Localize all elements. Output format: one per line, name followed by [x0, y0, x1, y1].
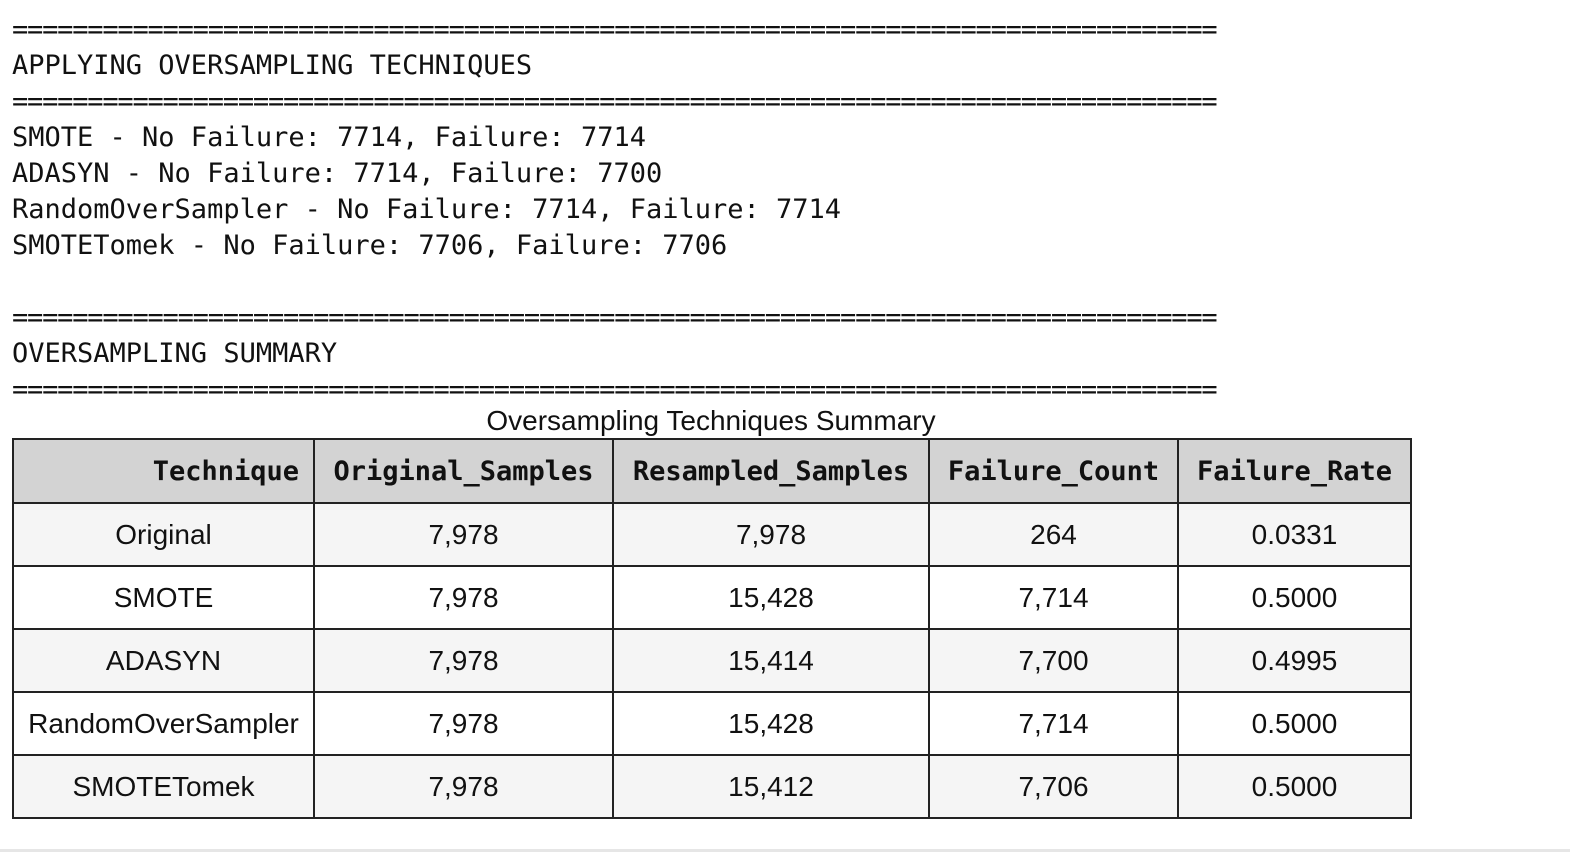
cell-failure-count: 7,706 [928, 754, 1179, 819]
cell-resampled-samples: 15,428 [612, 691, 930, 756]
cell-technique: Original [12, 502, 315, 567]
separator-line: ========================================… [12, 374, 1218, 405]
cell-resampled-samples: 15,412 [612, 754, 930, 819]
column-header-original-samples: Original_Samples [313, 438, 614, 504]
log-line-smotetomek: SMOTETomek - No Failure: 7706, Failure: … [12, 230, 728, 261]
log-line-adasyn: ADASYN - No Failure: 7714, Failure: 7700 [12, 158, 663, 189]
cell-original-samples: 7,978 [313, 754, 614, 819]
cell-original-samples: 7,978 [313, 628, 614, 693]
cell-failure-count: 264 [928, 502, 1179, 567]
output-bottom-divider [0, 849, 1570, 852]
table-row: SMOTETomek 7,978 15,412 7,706 0.5000 [12, 754, 1412, 819]
console-output: ========================================… [12, 12, 1562, 408]
cell-original-samples: 7,978 [313, 565, 614, 630]
table-row: Original 7,978 7,978 264 0.0331 [12, 502, 1412, 567]
section-title-applying: APPLYING OVERSAMPLING TECHNIQUES [12, 50, 533, 81]
column-header-technique: Technique [12, 438, 315, 504]
separator-line: ========================================… [12, 302, 1218, 333]
cell-original-samples: 7,978 [313, 691, 614, 756]
cell-resampled-samples: 15,428 [612, 565, 930, 630]
summary-table-container: Oversampling Techniques Summary Techniqu… [12, 404, 1412, 819]
cell-failure-rate: 0.5000 [1177, 754, 1412, 819]
column-header-resampled-samples: Resampled_Samples [612, 438, 930, 504]
cell-failure-count: 7,714 [928, 691, 1179, 756]
log-line-smote: SMOTE - No Failure: 7714, Failure: 7714 [12, 122, 646, 153]
cell-failure-rate: 0.4995 [1177, 628, 1412, 693]
table-row: SMOTE 7,978 15,428 7,714 0.5000 [12, 565, 1412, 630]
section-title-summary: OVERSAMPLING SUMMARY [12, 338, 338, 369]
cell-resampled-samples: 15,414 [612, 628, 930, 693]
separator-line: ========================================… [12, 86, 1218, 117]
cell-failure-rate: 0.5000 [1177, 565, 1412, 630]
blank-line [12, 264, 1562, 300]
cell-technique: RandomOverSampler [12, 691, 315, 756]
column-header-failure-rate: Failure_Rate [1177, 438, 1412, 504]
log-line-randomoversampler: RandomOverSampler - No Failure: 7714, Fa… [12, 194, 842, 225]
table-row: RandomOverSampler 7,978 15,428 7,714 0.5… [12, 691, 1412, 756]
cell-resampled-samples: 7,978 [612, 502, 930, 567]
cell-technique: ADASYN [12, 628, 315, 693]
summary-table: Technique Original_Samples Resampled_Sam… [12, 438, 1412, 819]
separator-line: ========================================… [12, 14, 1218, 45]
table-row: ADASYN 7,978 15,414 7,700 0.4995 [12, 628, 1412, 693]
cell-technique: SMOTETomek [12, 754, 315, 819]
cell-technique: SMOTE [12, 565, 315, 630]
cell-failure-rate: 0.0331 [1177, 502, 1412, 567]
cell-original-samples: 7,978 [313, 502, 614, 567]
column-header-failure-count: Failure_Count [928, 438, 1179, 504]
table-caption: Oversampling Techniques Summary [486, 405, 936, 436]
cell-failure-rate: 0.5000 [1177, 691, 1412, 756]
table-header-row: Technique Original_Samples Resampled_Sam… [12, 438, 1412, 504]
cell-failure-count: 7,714 [928, 565, 1179, 630]
cell-failure-count: 7,700 [928, 628, 1179, 693]
